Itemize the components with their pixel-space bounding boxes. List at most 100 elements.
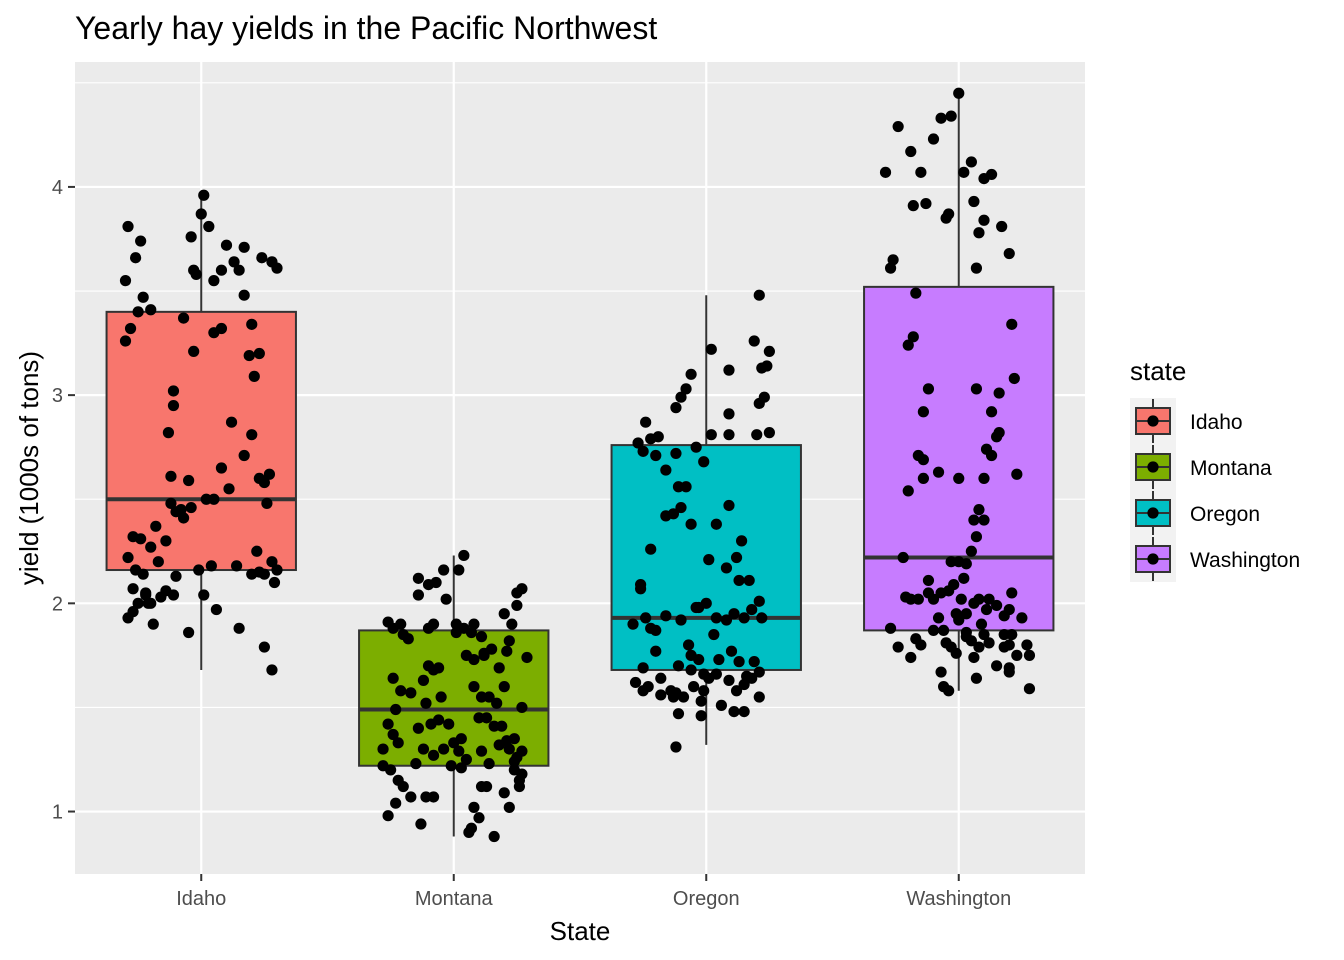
legend-key-point: [1147, 553, 1159, 565]
data-point: [185, 231, 197, 243]
data-point: [905, 145, 917, 158]
data-point: [233, 264, 245, 276]
data-point: [763, 427, 775, 439]
data-point: [660, 610, 672, 622]
data-point: [965, 545, 977, 557]
data-point: [748, 656, 760, 668]
box-washington: [863, 93, 1055, 691]
data-point: [637, 445, 649, 457]
data-point: [1011, 468, 1023, 480]
data-point: [907, 331, 919, 343]
data-point: [978, 214, 990, 226]
data-point: [945, 110, 957, 122]
data-point: [488, 830, 500, 843]
data-point: [940, 212, 952, 224]
data-point: [503, 801, 515, 813]
legend-item-idaho: Idaho: [1130, 398, 1243, 444]
data-point: [498, 681, 510, 693]
data-point: [733, 574, 745, 587]
data-point: [483, 691, 495, 703]
data-point: [935, 666, 947, 678]
data-point: [973, 641, 985, 653]
data-point: [243, 349, 255, 362]
data-point: [960, 608, 972, 620]
data-point: [927, 624, 940, 637]
data-point: [970, 262, 983, 274]
data-point: [261, 497, 273, 509]
data-point: [968, 597, 980, 609]
data-point: [402, 633, 414, 645]
data-point: [922, 574, 935, 587]
data-point: [508, 755, 520, 768]
data-point: [377, 760, 389, 772]
data-point: [150, 520, 162, 532]
data-point: [985, 406, 998, 418]
data-point: [415, 818, 427, 830]
data-point: [392, 737, 404, 749]
data-point: [670, 741, 682, 753]
legend-label: Washington: [1190, 549, 1300, 572]
data-point: [119, 335, 132, 347]
data-point: [738, 612, 750, 624]
data-point: [258, 476, 270, 489]
data-point: [723, 364, 735, 376]
data-point: [246, 568, 258, 580]
data-point: [387, 728, 399, 741]
data-point: [475, 631, 488, 643]
data-point: [927, 133, 940, 145]
data-point: [382, 810, 394, 822]
data-point: [960, 631, 972, 643]
data-point: [685, 368, 697, 380]
data-point: [758, 391, 770, 403]
data-point: [905, 651, 917, 664]
data-point: [629, 676, 642, 689]
data-point: [1006, 587, 1018, 599]
data-point: [710, 668, 722, 680]
data-point: [1021, 639, 1033, 651]
data-point: [198, 589, 210, 601]
data-point: [985, 168, 998, 181]
data-point: [412, 722, 424, 734]
data-point: [965, 156, 977, 168]
data-point: [516, 701, 528, 714]
data-point: [1008, 372, 1020, 385]
data-point: [516, 583, 528, 595]
data-point: [695, 695, 707, 707]
data-point: [170, 570, 182, 582]
y-tick-label: 3: [52, 385, 63, 407]
data-point: [122, 551, 134, 564]
data-point: [968, 651, 980, 664]
legend-key-point: [1147, 415, 1159, 427]
data-point: [970, 383, 983, 395]
data-point: [435, 691, 447, 703]
data-point: [1003, 662, 1015, 674]
data-point: [650, 449, 662, 462]
data-point: [723, 408, 735, 420]
data-point: [155, 591, 167, 603]
data-point: [1006, 318, 1018, 330]
data-point: [645, 543, 657, 555]
x-tick-label: Washington: [906, 888, 1011, 910]
data-point: [953, 87, 965, 99]
data-point: [215, 462, 228, 474]
data-point: [132, 597, 144, 609]
data-point: [950, 608, 962, 620]
data-point: [210, 603, 222, 616]
data-point: [228, 256, 240, 268]
data-point: [417, 674, 430, 686]
data-point: [907, 200, 919, 212]
data-point: [468, 681, 480, 693]
data-point: [998, 641, 1010, 653]
data-point: [506, 618, 518, 630]
data-point: [119, 275, 132, 287]
data-point: [725, 645, 738, 657]
data-point: [730, 685, 743, 697]
data-point: [427, 791, 440, 803]
data-point: [137, 291, 149, 303]
data-point: [680, 481, 692, 493]
data-point: [177, 312, 190, 324]
data-point: [698, 456, 710, 468]
data-point: [927, 593, 940, 605]
data-point: [950, 647, 962, 659]
data-point: [738, 706, 750, 718]
